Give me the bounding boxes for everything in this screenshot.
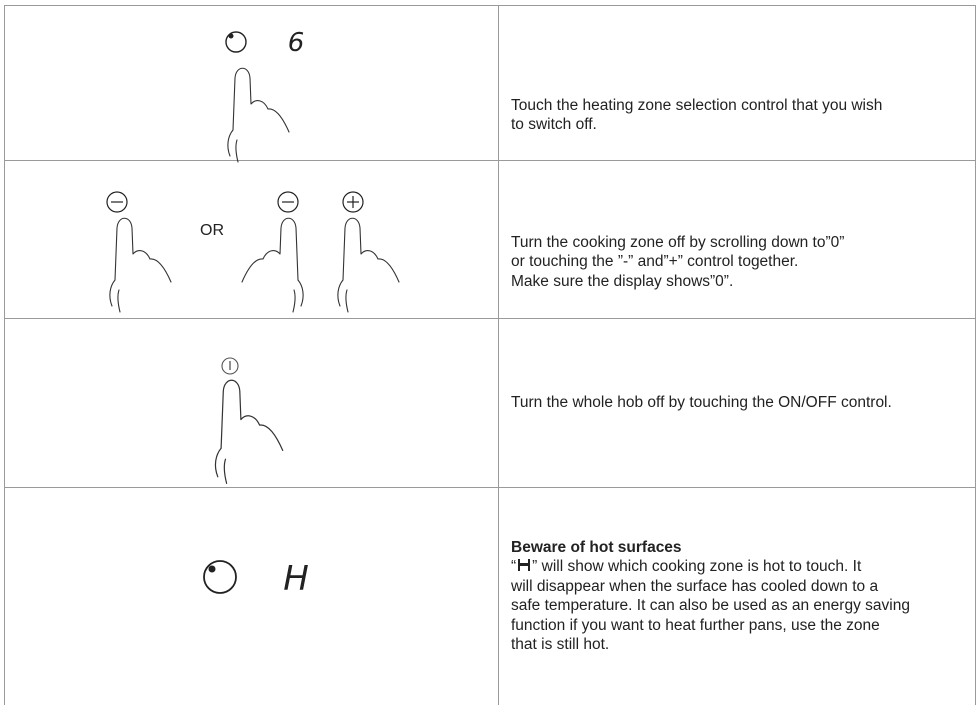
row-border (4, 5, 976, 6)
column-border (498, 5, 499, 705)
display-letter: H (283, 559, 309, 599)
text-line: ” will show which cooking zone is hot to… (532, 558, 862, 576)
row-border (4, 487, 976, 488)
illustrations: 6 OR H (106, 28, 400, 599)
text-line: Make sure the display shows”0”. (511, 272, 734, 290)
text-line: or touching the ”-” and”+” control toget… (511, 253, 799, 271)
zone-icon (225, 31, 247, 53)
hand (109, 217, 172, 313)
text-line: that is still hot. (511, 635, 610, 653)
instruction-text: Beware of hot surfaces “ ” will show whic… (511, 538, 966, 653)
text-line: will disappear when the surface has cool… (511, 577, 879, 595)
text-line: Turn the cooking zone off by scrolling d… (511, 234, 845, 251)
hot-indicator-icon (518, 559, 531, 572)
text-line: “ ” will show which cooking zone is hot t… (511, 557, 966, 576)
instruction-text: Touch the heating zone selection control… (511, 96, 966, 135)
text-line: function if you want to heat further pan… (511, 616, 880, 634)
text-line: Touch the heating zone selection control… (511, 97, 883, 114)
plus-button (342, 191, 364, 213)
hand (214, 379, 284, 485)
display-digit: 6 (288, 28, 305, 58)
row-border (4, 160, 976, 161)
quote: “ (511, 558, 517, 576)
zone-icon-dot (228, 33, 234, 39)
minus-button (106, 191, 128, 213)
instruction-text: Turn the cooking zone off by scrolling d… (511, 233, 966, 291)
or-label: OR (200, 222, 224, 239)
minus-button (277, 191, 299, 213)
hand (242, 218, 303, 312)
text-line: to switch off. (511, 116, 597, 134)
row-border (4, 318, 976, 319)
hand (227, 67, 290, 163)
zone-icon (203, 560, 237, 594)
instruction-text: Turn the whole hob off by touching the O… (511, 393, 966, 412)
column-border (4, 5, 5, 705)
warning-title: Beware of hot surfaces (511, 539, 682, 556)
zone-icon-dot (208, 565, 216, 573)
column-border (975, 5, 976, 705)
hand (337, 217, 400, 313)
power-button (221, 357, 239, 375)
text-line: Turn the whole hob off by touching the O… (511, 394, 892, 411)
text-line: safe temperature. It can also be used as… (511, 597, 910, 615)
